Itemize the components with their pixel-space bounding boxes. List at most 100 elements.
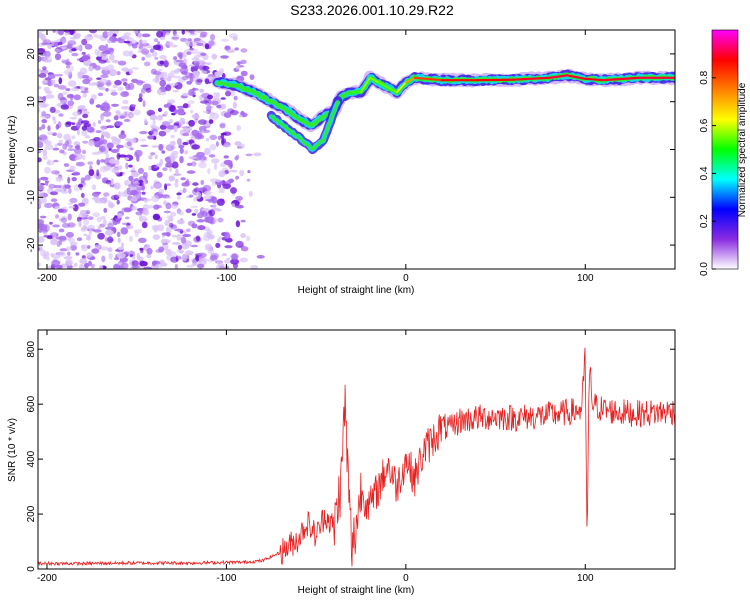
spectrogram-noise-speck [221,253,228,257]
spectrogram-noise-speck [63,163,70,167]
spectrogram-noise-speck [235,220,241,228]
spectrogram-noise-speck [65,231,74,238]
spectrogram-noise-speck [137,256,144,261]
spectrogram-noise-speck [121,78,128,82]
spectrogram-noise-speck [194,30,203,33]
spectrogram-noise-speck [164,110,168,116]
spectrogram-noise-speck [166,75,172,82]
spectrogram-noise-speck [50,198,58,202]
spectrogram-noise-speck [76,45,82,51]
spectrogram-noise-speck [84,34,94,41]
spectrogram-noise-speck [58,77,63,85]
spectrogram-noise-speck [131,170,139,178]
spectrogram-noise-speck [159,55,167,60]
spectrogram-noise-speck [165,232,171,237]
spectrogram-noise-speck [131,206,138,211]
spectrogram-noise-speck [194,208,199,214]
spectrogram-noise-speck [112,59,120,64]
spectrogram-noise-speck [38,184,45,191]
spectrogram-noise-speck [40,30,45,33]
spectrogram-noise-speck [153,225,158,233]
spectrogram-noise-speck [47,131,54,136]
spectrogram-noise-speck [146,254,152,259]
spectrogram-noise-speck [141,184,145,191]
spectrogram-noise-speck [199,155,207,161]
spectrogram-noise-speck [77,105,86,109]
spectrogram-noise-speck [100,116,104,122]
spectrogram-noise-speck [203,190,212,196]
spectrogram-noise-speck [95,130,102,134]
spectrogram-noise-speck [88,30,98,34]
spectrogram-noise-speck [41,119,47,123]
spectrogram-noise-speck [133,30,139,34]
snr-x-tick-label: 100 [577,573,594,584]
spectrogram-noise-speck [171,234,178,238]
spectrogram-noise-speck [78,212,87,218]
spectrogram-noise-speck [143,210,150,216]
spectrogram-noise-speck [130,67,140,70]
spectrogram-noise-speck [59,208,68,213]
spectrogram-noise-speck [81,51,86,55]
spectrogram-noise-speck [59,239,63,246]
spectrogram-noise-speck [226,257,231,261]
spectrogram-tone-ridge [211,68,675,155]
spectrogram-noise-speck [216,208,223,212]
spectrogram-noise-speck [178,250,184,254]
spectrogram-noise-speck [49,232,58,235]
spectrogram-noise-speck [42,39,51,45]
spectrogram-noise-speck [116,152,121,160]
spectrogram-noise-speck [202,209,208,218]
spectrogram-noise-speck [165,183,172,186]
spectrogram-noise-speck [188,156,197,160]
spectrogram-noise-speck [43,254,47,260]
spectrogram-noise-speck [156,224,165,232]
spectrogram-noise-speck [220,55,229,59]
spectrogram-noise-speck [135,186,143,191]
spectrogram-ridge-core [386,86,398,93]
spectrogram-noise-speck [103,207,108,213]
spectrogram-noise-speck [213,163,218,171]
spectrogram-noise-speck [154,165,159,169]
figure-title: S233.2026.001.10.29.R22 [290,2,454,18]
spectrogram-noise-speck [38,107,41,113]
spectrogram-y-tick-label: -20 [26,237,37,252]
spectrogram-noise-speck [154,154,158,160]
spectrogram-noise-speck [170,134,175,139]
spectrogram-noise-speck [156,171,163,178]
spectrogram-noise-speck [208,40,215,46]
spectrogram-noise-speck [110,149,119,153]
spectrogram-noise-speck [76,153,83,160]
spectrogram-noise-speck [151,145,159,148]
spectrogram-noise-speck [121,222,130,226]
spectrogram-noise-speck [153,44,161,51]
colorbar-ticks: 0.0 0.2 0.4 0.6 0.8 [699,70,716,276]
spectrogram-noise-speck [86,252,93,258]
spectrogram-noise-speck [120,35,130,40]
spectrogram-noise-speck [205,137,210,142]
spectrogram-noise-speck [53,185,62,189]
spectrogram-noise-speck [157,114,164,120]
spectrogram-noise-speck [106,125,115,129]
spectrogram-noise-speck [38,247,41,251]
spectrogram-noise-speck [189,30,195,34]
spectrogram-noise-speck [215,242,221,248]
spectrogram-noise-speck [96,77,102,80]
spectrogram-noise-speck [208,119,214,124]
spectrogram-noise-speck [229,110,239,116]
spectrogram-noise-speck [110,194,120,201]
spectrogram-noise-speck [173,125,178,133]
spectrogram-noise-speck [38,200,42,206]
spectrogram-noise-speck [159,77,164,81]
spectrogram-noise-speck [139,138,146,142]
spectrogram-noise-speck [153,38,159,42]
spectrogram-noise-speck [103,157,112,165]
spectrogram-noise-speck [44,202,53,209]
spectrogram-noise-speck [168,215,174,222]
spectrogram-noise-speck [186,51,192,55]
spectrogram-noise-speck [128,164,133,168]
spectrogram-noise-speck [92,122,96,127]
spectrogram-noise-speck [175,168,179,175]
spectrogram-noise-speck [204,147,211,155]
spectrogram-noise-speck [139,131,148,135]
